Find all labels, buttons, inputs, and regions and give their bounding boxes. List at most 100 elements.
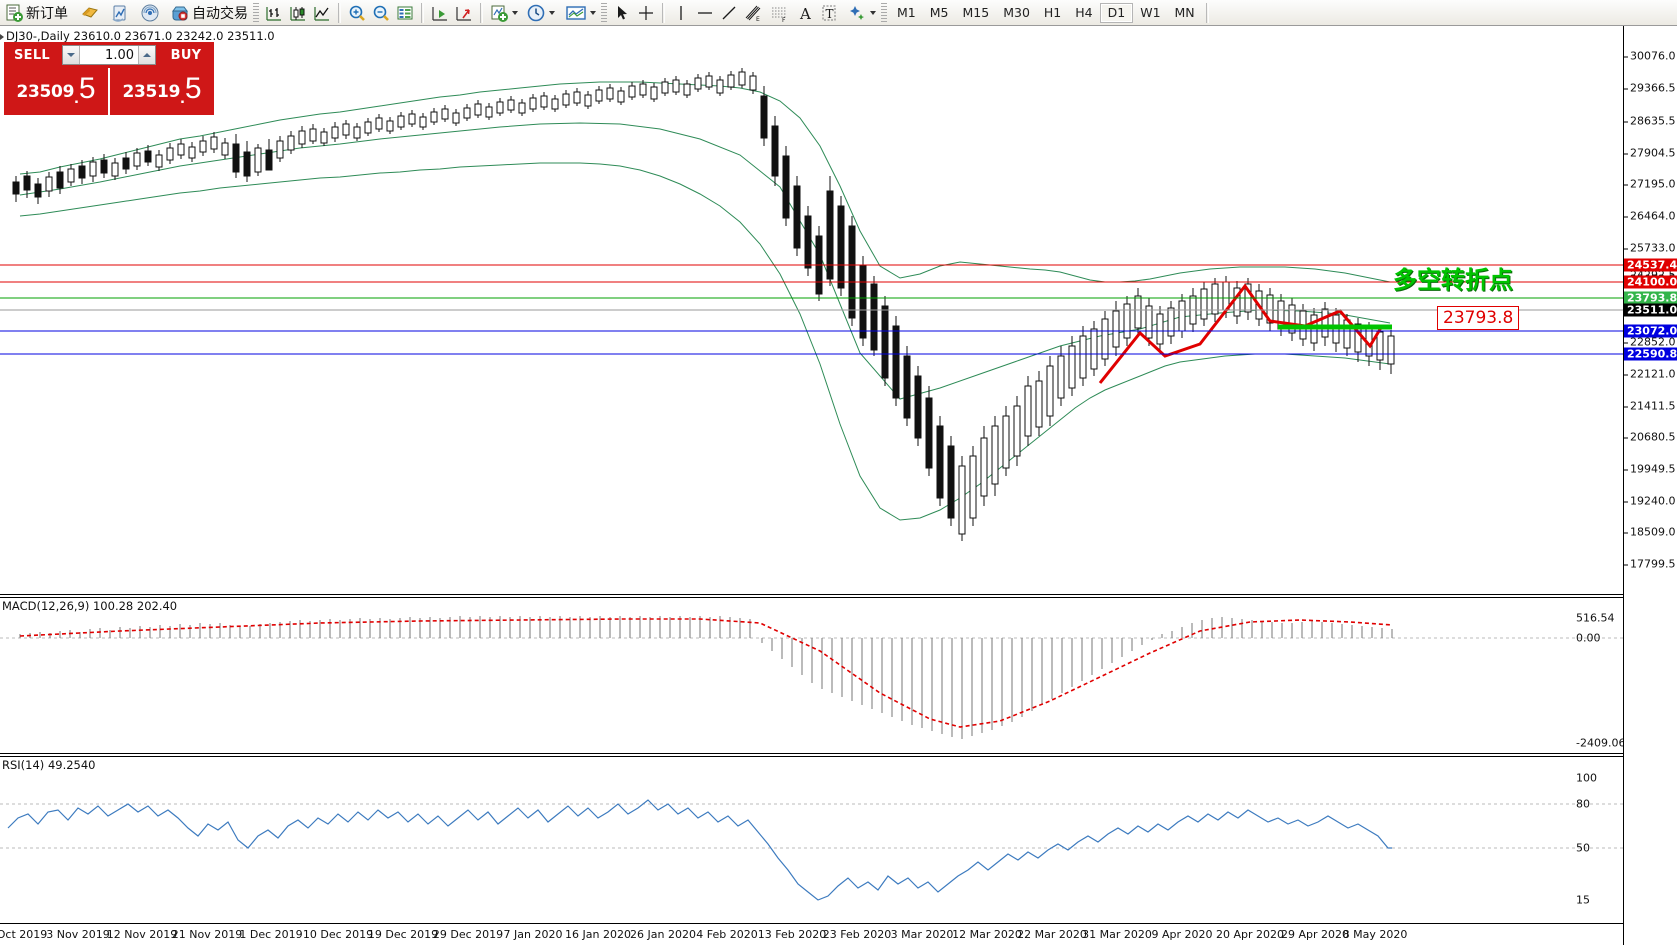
templates-button[interactable] (563, 1, 598, 25)
buy-price-display[interactable]: 23519 . 5 (108, 68, 214, 115)
time-tick: 3 Mar 2020 (890, 928, 954, 941)
chart-shift-button[interactable] (428, 1, 452, 25)
time-tick: Oct 2019 (0, 928, 48, 941)
timeframe-w1[interactable]: W1 (1140, 5, 1161, 20)
buy-button[interactable]: BUY (170, 47, 202, 63)
price-tick: 27195.0 (1624, 178, 1676, 191)
rsi-line (7, 799, 1392, 901)
trend-line-button[interactable] (717, 1, 741, 25)
chevron-down-icon (67, 53, 75, 57)
toolbar-separator-2 (421, 2, 424, 23)
candlestick-chart-button[interactable] (286, 1, 310, 25)
timeframe-m5[interactable]: M5 (929, 5, 949, 20)
new-order-icon (6, 4, 23, 22)
macd-histogram (19, 616, 1393, 739)
zoom-in-button[interactable] (345, 1, 369, 25)
market-icon (172, 6, 188, 20)
chart-canvas[interactable]: DJ30-,Daily 23610.0 23671.0 23242.0 2351… (0, 26, 1677, 945)
price-tick: 22121.0 (1624, 368, 1676, 381)
period-clock-icon (527, 4, 545, 21)
expert-advisors-button[interactable] (78, 1, 102, 25)
time-tick: 4 Feb 2020 (696, 928, 758, 941)
data-window-toggle-button[interactable] (393, 1, 417, 25)
period-button[interactable] (524, 1, 557, 25)
volume-input[interactable]: 1.00 (105, 47, 134, 63)
time-tick: 20 Apr 2020 (1215, 928, 1285, 941)
auto-scroll-button[interactable] (452, 1, 476, 25)
price-tick: 17799.5 (1624, 558, 1676, 571)
rsi-scale-15: 15 (1576, 893, 1590, 907)
toolbar-grip-3[interactable] (881, 2, 887, 23)
bollinger-upper-band (19, 81, 1391, 283)
rsi-scale-100: 100 (1576, 771, 1597, 785)
time-axis[interactable]: Oct 2019 3 Nov 2019 12 Nov 2019 21 Nov 2… (0, 923, 1623, 945)
timeframe-h4[interactable]: H4 (1075, 5, 1093, 20)
time-tick: 10 Dec 2019 (302, 928, 374, 941)
rsi-separator-top (0, 753, 1623, 754)
templates-dropdown-arrow[interactable] (590, 10, 596, 15)
crosshair-button[interactable] (634, 1, 658, 25)
support-level-1-label: 23072.0 (1624, 324, 1677, 338)
time-tick: 22 Mar 2020 (1017, 928, 1087, 941)
new-order-button[interactable]: 新订单 (2, 1, 70, 25)
text-box-button[interactable]: T (817, 1, 841, 25)
bar-chart-button[interactable] (262, 1, 286, 25)
signals-icon (141, 4, 159, 21)
timeframe-d1[interactable]: D1 (1099, 2, 1134, 23)
signals-button[interactable] (138, 1, 162, 25)
fibonacci-button[interactable]: F (767, 1, 793, 25)
time-tick: 29 Apr 2020 (1280, 928, 1350, 941)
price-tick: 20680.5 (1624, 431, 1676, 444)
macd-signal-line (19, 618, 1393, 728)
timeframe-m15[interactable]: M15 (962, 5, 990, 20)
line-chart-button[interactable] (310, 1, 334, 25)
one-click-trading-panel[interactable]: SELL 1.00 BUY 23509 . 5 (4, 42, 214, 115)
cursor-button[interactable] (610, 1, 634, 25)
timeframe-m1[interactable]: M1 (897, 5, 916, 20)
toolbar-separator-4 (662, 2, 665, 23)
data-window-button[interactable] (108, 1, 132, 25)
indicator-dropdown-arrow[interactable] (512, 10, 518, 15)
sell-button[interactable]: SELL (13, 47, 50, 63)
auto-trading-button[interactable]: 自动交易 (168, 1, 250, 25)
period-dropdown-arrow[interactable] (549, 10, 555, 15)
auto-trading-label: 自动交易 (192, 5, 248, 22)
chevron-up-icon (143, 53, 151, 57)
add-indicator-button[interactable] (487, 1, 520, 25)
toolbar-grip-2[interactable] (601, 2, 607, 23)
timeframe-m30[interactable]: M30 (1003, 5, 1030, 20)
candlestick-series (12, 68, 1395, 541)
main-toolbar: 新订单 (0, 0, 1677, 26)
equidistant-channel-button[interactable]: E (741, 1, 767, 25)
symbol-ohlc-header: DJ30-,Daily 23610.0 23671.0 23242.0 2351… (6, 29, 275, 43)
time-tick: 9 Apr 2020 (1151, 928, 1213, 941)
price-tick: 22852.0 (1624, 336, 1676, 349)
shapes-button[interactable] (845, 1, 878, 25)
time-tick: 23 Feb 2020 (822, 928, 892, 941)
horizontal-line-button[interactable] (693, 1, 717, 25)
macd-scale-zero: 0.00 (1576, 631, 1601, 645)
time-tick: 29 Dec 2019 (432, 928, 504, 941)
volume-stepper[interactable]: 1.00 (62, 45, 156, 65)
toolbar-grip[interactable] (253, 2, 259, 23)
macd-separator-top (0, 594, 1623, 595)
vertical-line-button[interactable] (669, 1, 693, 25)
price-axis[interactable]: 30076.0 29366.5 28635.5 27904.5 27195.0 … (1623, 26, 1677, 945)
shapes-dropdown-arrow[interactable] (870, 10, 876, 15)
toolbar-separator-5 (1205, 2, 1209, 23)
zoom-out-button[interactable] (369, 1, 393, 25)
cursor-icon (618, 5, 627, 19)
sell-price-display[interactable]: 23509 . 5 (4, 68, 108, 115)
volume-decrement-button[interactable] (63, 46, 80, 64)
volume-increment-button[interactable] (138, 46, 155, 64)
macd-scale-min: -2409.06 (1576, 736, 1626, 750)
text-box-icon: T (822, 5, 836, 21)
timeframe-mn[interactable]: MN (1174, 5, 1195, 20)
text-label-button[interactable]: A (793, 1, 817, 25)
price-tick: 25733.0 (1624, 242, 1676, 255)
resistance-level-1-label: 24537.4 (1624, 258, 1677, 272)
price-tick: 29366.5 (1624, 82, 1676, 95)
time-tick: 26 Jan 2020 (630, 928, 696, 941)
timeframe-h1[interactable]: H1 (1043, 5, 1062, 20)
candlestick-chart-icon (290, 6, 305, 21)
